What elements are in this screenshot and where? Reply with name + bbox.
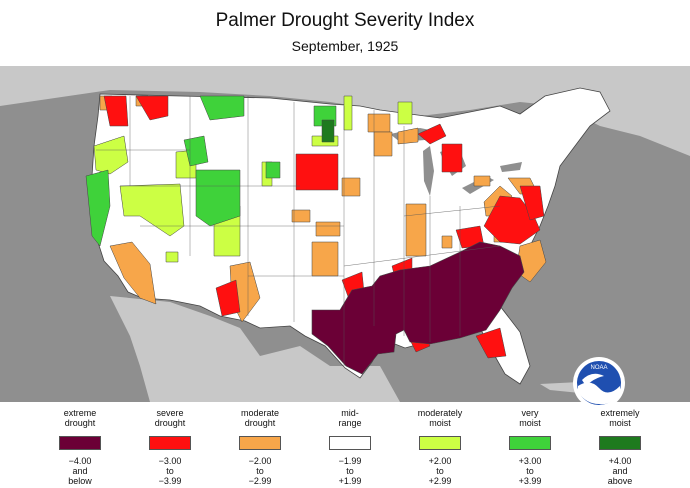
legend-range-label: −4.00 and below	[68, 456, 92, 486]
legend-range-label: −3.00 to −3.99	[158, 456, 182, 486]
legend-category-label: moderately moist	[417, 408, 463, 428]
us-map	[0, 66, 690, 402]
legend-item: extreme drought −4.00 and below	[40, 408, 120, 486]
moderately-moist-areas	[93, 95, 413, 263]
legend-category-label: severe drought	[154, 408, 186, 428]
legend-swatch	[329, 436, 371, 450]
legend-category-label: mid-range	[338, 408, 362, 428]
legend-range-label: −2.00 to −2.99	[248, 456, 272, 486]
noaa-logo-text: NOAA	[590, 365, 607, 371]
extreme-drought-area	[311, 241, 525, 375]
legend-category-label: moderate drought	[240, 408, 280, 428]
state-boundaries	[96, 96, 501, 366]
legend-swatch	[419, 436, 461, 450]
legend-range-label: +2.00 to +2.99	[428, 456, 452, 486]
legend-range-label: +4.00 and above	[607, 456, 633, 486]
legend-range-label: −1.99 to +1.99	[338, 456, 362, 486]
lake-ontario	[500, 162, 522, 172]
very-moist-areas	[85, 95, 337, 247]
noaa-logo-icon: NOAA	[573, 357, 625, 409]
legend-swatch	[149, 436, 191, 450]
mexico-land	[110, 296, 400, 402]
legend-swatch	[239, 436, 281, 450]
legend-swatch	[599, 436, 641, 450]
legend-category-label: very moist	[519, 408, 541, 428]
lake-michigan	[423, 146, 434, 196]
legend-item: very moist +3.00 to +3.99	[490, 408, 570, 486]
legend-item: moderately moist +2.00 to +2.99	[400, 408, 480, 486]
legend-swatch	[59, 436, 101, 450]
map-title: Palmer Drought Severity Index	[215, 10, 475, 31]
map-subtitle: September, 1925	[291, 38, 399, 54]
legend-swatch	[509, 436, 551, 450]
map-panel: NOAA National Climatic Data Center	[0, 66, 690, 421]
legend-category-label: extreme drought	[63, 408, 97, 428]
extremely-moist-area	[321, 119, 335, 143]
legend-category-label: extremely moist	[600, 408, 640, 428]
ncdc-credit: National Climatic Data Center	[535, 409, 680, 421]
legend-item: moderate drought −2.00 to −2.99	[220, 408, 300, 486]
legend-range-label: +3.00 to +3.99	[518, 456, 542, 486]
legend-item: mid-range −1.99 to +1.99	[310, 408, 390, 486]
canada-land	[0, 66, 690, 156]
legend-item: severe drought −3.00 to −3.99	[130, 408, 210, 486]
legend: extreme drought −4.00 and below severe drought…	[40, 408, 680, 488]
legend-item: extremely moist +4.00 and above	[580, 408, 660, 486]
